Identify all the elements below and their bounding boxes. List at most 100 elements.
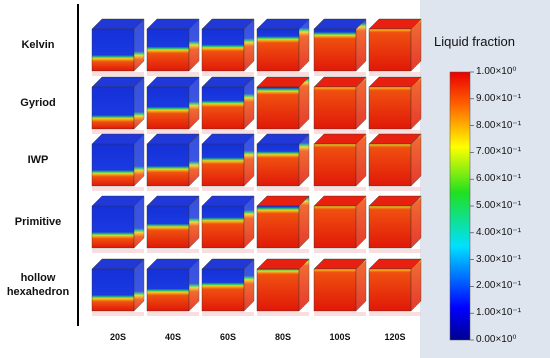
cube-side: [188, 133, 200, 187]
reflection: [314, 72, 366, 76]
colorbar-tick-label: 1.00×10⁰: [476, 66, 517, 77]
cube-side: [355, 76, 367, 130]
cube-side: [243, 133, 255, 187]
cube-front: [91, 86, 135, 130]
row-label: Gyriod: [20, 97, 56, 109]
reflection: [314, 312, 366, 316]
reflection: [92, 312, 144, 316]
reflection: [92, 72, 144, 76]
colorbar-tick-label: 8.00×10⁻¹: [476, 119, 522, 131]
colorbar-tick-label: 5.00×10⁻¹: [476, 200, 522, 211]
cube-side: [188, 195, 200, 249]
reflection: [202, 72, 254, 76]
cube-side: [298, 76, 310, 130]
cube-front: [368, 143, 412, 187]
cube-front: [146, 268, 190, 312]
reflection: [147, 72, 199, 76]
colorbar-panel: [420, 0, 550, 358]
cube-front: [91, 268, 135, 312]
row-label: hollow hexahedron: [6, 272, 70, 298]
cube-side: [298, 195, 310, 249]
reflection: [202, 249, 254, 253]
reflection: [147, 187, 199, 191]
colorbar-tick-label: 1.00×10⁻¹: [476, 307, 522, 319]
reflection: [314, 249, 366, 253]
cube-front: [313, 28, 357, 72]
cube-side: [410, 133, 422, 187]
cube-front: [201, 205, 245, 249]
colorbar-tick-label: 7.00×10⁻¹: [476, 146, 522, 158]
cube-side: [188, 76, 200, 130]
column-label: 40S: [164, 332, 181, 342]
cube-front: [313, 143, 357, 187]
cube-front: [91, 143, 135, 187]
reflection: [92, 187, 144, 191]
column-label: 20S: [109, 332, 126, 342]
cube-side: [410, 76, 422, 130]
column-label: 100S: [329, 332, 351, 342]
cube-front: [91, 28, 135, 72]
cube-front: [368, 205, 412, 249]
reflection: [257, 312, 309, 316]
reflection: [369, 312, 421, 316]
row-label: Kelvin: [21, 39, 55, 51]
cube-front: [313, 86, 357, 130]
cube-side: [298, 258, 310, 312]
colorbar-tick-label: 0.00×10⁰: [476, 334, 517, 345]
column-label: 60S: [219, 332, 236, 342]
cube-side: [355, 195, 367, 249]
cube-front: [146, 86, 190, 130]
cube-side: [133, 258, 145, 312]
cube-side: [243, 76, 255, 130]
colorbar-tick-label: 2.00×10⁻¹: [476, 280, 522, 292]
cube-side: [298, 133, 310, 187]
column-label: 80S: [274, 332, 291, 342]
colorbar-tick-label: 3.00×10⁻¹: [476, 253, 522, 265]
reflection: [257, 187, 309, 191]
cube-side: [133, 133, 145, 187]
colorbar-tick-label: 9.00×10⁻¹: [476, 92, 522, 104]
cube-front: [313, 268, 357, 312]
reflection: [257, 249, 309, 253]
cube-front: [256, 205, 300, 249]
cube-side: [410, 195, 422, 249]
colorbar-tick-label: 4.00×10⁻¹: [476, 226, 522, 238]
cube-side: [133, 76, 145, 130]
cube-front: [146, 143, 190, 187]
cube-side: [133, 18, 145, 72]
colorbar: [449, 71, 471, 341]
cube-side: [243, 195, 255, 249]
row-label: Primitive: [14, 216, 62, 228]
reflection: [369, 130, 421, 134]
reflection: [202, 187, 254, 191]
reflection: [257, 72, 309, 76]
reflection: [257, 130, 309, 134]
cube-side: [188, 258, 200, 312]
cube-front: [201, 268, 245, 312]
reflection: [369, 72, 421, 76]
cube-front: [256, 86, 300, 130]
reflection: [314, 130, 366, 134]
reflection: [369, 249, 421, 253]
reflection: [92, 130, 144, 134]
cube-front: [256, 28, 300, 72]
cube-side: [355, 258, 367, 312]
colorbar-tick-label: 6.00×10⁻¹: [476, 173, 522, 185]
cube-front: [201, 86, 245, 130]
cube-front: [368, 28, 412, 72]
reflection: [147, 130, 199, 134]
cube-side: [410, 258, 422, 312]
reflection: [202, 312, 254, 316]
reflection: [314, 187, 366, 191]
colorbar-title: Liquid fraction: [434, 34, 515, 49]
cube-front: [201, 28, 245, 72]
cube-side: [243, 18, 255, 72]
cube-front: [256, 143, 300, 187]
cube-front: [146, 28, 190, 72]
reflection: [147, 249, 199, 253]
reflection: [92, 249, 144, 253]
cube-front: [313, 205, 357, 249]
reflection: [369, 187, 421, 191]
